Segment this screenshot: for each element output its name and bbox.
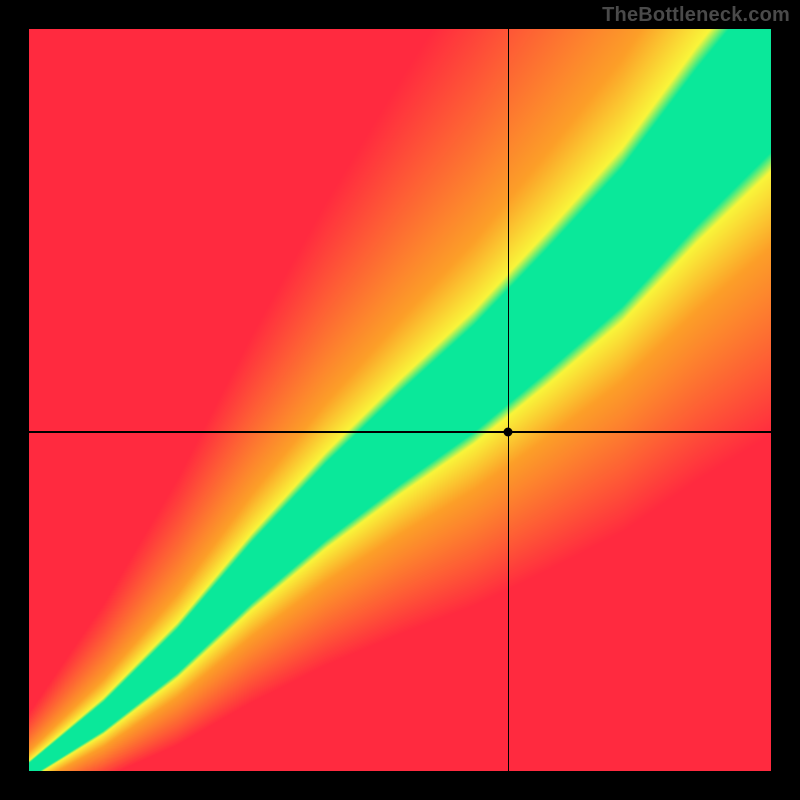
plot-area [29, 29, 771, 771]
chart-container: TheBottleneck.com [0, 0, 800, 800]
crosshair-marker [504, 427, 513, 436]
watermark-text: TheBottleneck.com [602, 4, 790, 27]
crosshair-horizontal [29, 431, 771, 433]
heatmap-canvas [29, 29, 771, 771]
crosshair-vertical [508, 29, 510, 771]
